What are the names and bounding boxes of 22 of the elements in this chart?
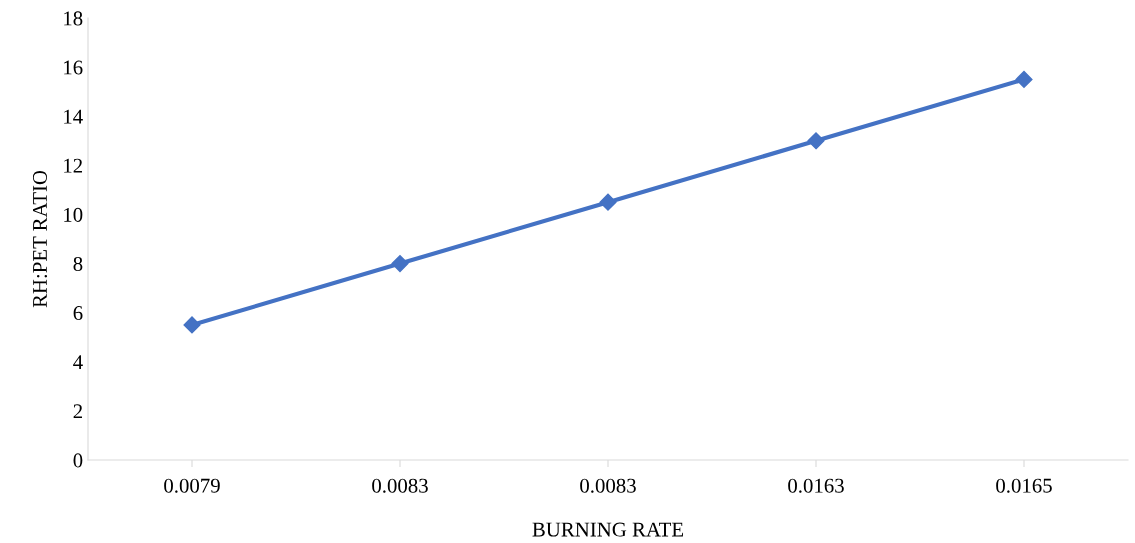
y-tick-label: 12 [64,158,82,173]
y-tick-label: 10 [64,207,83,222]
x-tick-label: 0.0083 [372,478,428,493]
y-tick-label: 4 [73,355,83,370]
point [183,316,201,334]
y-tick-label: 18 [64,11,83,26]
x-tick-label: 0.0083 [580,478,636,493]
x-tick-label: 0.0079 [164,478,220,493]
x-tick-label: 0.0165 [996,478,1052,493]
y-tick-label: 6 [73,306,83,321]
y-tick-label: 8 [73,256,83,271]
y-tick-label: 16 [64,60,83,75]
point [807,132,825,150]
y-tick-label: 0 [73,453,83,468]
point [1015,70,1033,88]
point [599,193,617,211]
x-axis-title: BURNING RATE [532,522,684,537]
y-tick-label: 14 [64,109,83,124]
x-tick-label: 0.0163 [788,478,844,493]
y-axis-title: RH:PET RATIO [32,170,48,308]
y-tick-label: 2 [73,404,82,419]
point [391,255,409,273]
